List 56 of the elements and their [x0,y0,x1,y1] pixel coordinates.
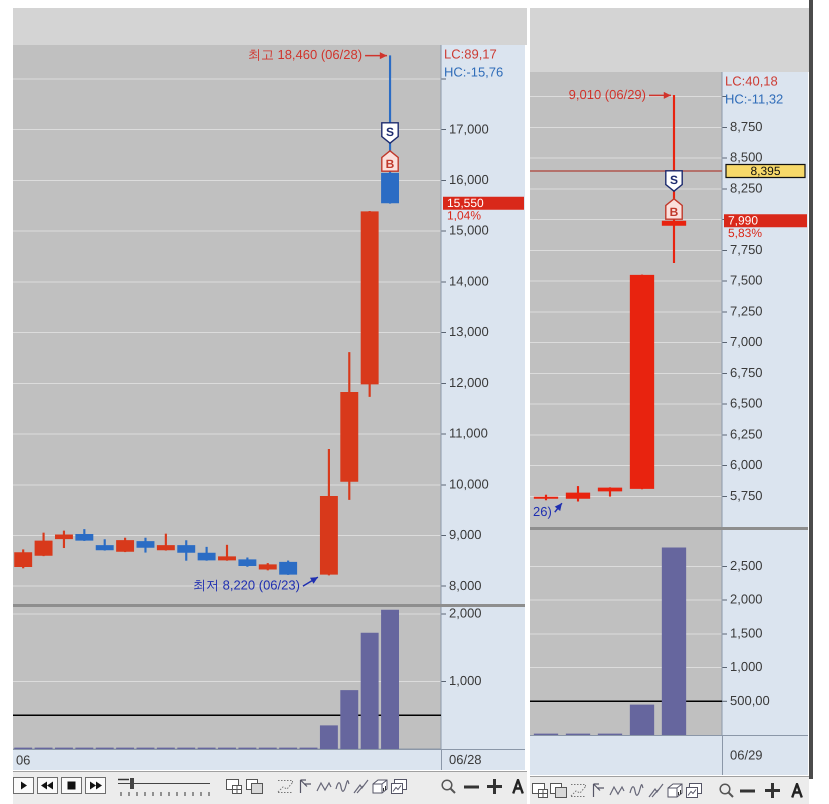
y-tick-label: 7,500 [730,272,763,288]
y-tick-label: 6,750 [730,364,763,380]
text: 06/29 [730,748,763,763]
x-tick-label: 06 [16,752,30,768]
y-tick-label: 8,000 [449,578,482,593]
y-tick-label: 1,000 [730,659,763,674]
y-tick-label: 11,000 [449,426,488,441]
y-tick-label: 7,000 [730,334,763,350]
text: 1,04% [447,208,482,223]
y-tick-label: 7,750 [730,242,763,257]
bar [360,632,379,749]
text: 15,550 [447,196,484,210]
bar [630,704,654,735]
y-tick-label: 2,500 [730,558,763,573]
annotation: 최저 8,220 (06/23) [192,578,300,593]
annotation: 9,010 (06/29) [568,86,646,102]
y-tick-label: 8,500 [730,150,763,165]
y-tick-label: 17,000 [449,121,489,136]
y-tick-label: 8,250 [730,180,763,196]
text: LC:40,18 [725,74,778,89]
bar [320,725,338,749]
ref-line-label: 500,00 [730,692,770,708]
y-tick-label: 10,000 [449,476,489,492]
y-tick-label: 12,000 [449,374,489,390]
text: HC:-11,32 [725,92,784,107]
y-tick-label: 2,000 [730,592,763,607]
y-tick-label: 7,250 [730,303,763,318]
y-tick-label: 13,000 [449,324,489,340]
y-tick-label: 5,750 [730,488,763,503]
y-tick-label: 8,750 [730,118,763,134]
annotation: S [386,124,394,139]
s-badge-icon: S [665,170,683,192]
bar [340,690,358,749]
y-tick-label: 2,000 [449,605,482,620]
y-tick-label: 14,000 [449,273,489,288]
annotation: B [670,204,679,219]
y-tick-label: 9,000 [449,527,482,542]
text: LC:89,17 [444,46,497,62]
y-tick-label: 1,500 [730,625,763,640]
y-tick-label: 16,000 [449,172,489,188]
annotation: 최고 18,460 (06/28) [248,47,362,62]
text: HC:-15,76 [444,64,504,80]
bar [381,610,400,749]
y-tick-label: 6,500 [730,396,763,411]
text: 5,83% [728,226,762,240]
text: 7,990 [728,214,758,228]
y-tick-label: 6,000 [730,457,763,472]
annotation: B [386,156,395,171]
bar [662,548,686,735]
y-tick-label: 1,000 [449,672,482,688]
y-tick-label: 15,000 [449,222,489,238]
annotation: S [670,172,678,187]
annotation: 26) [532,504,552,519]
y-tick-label: 6,250 [730,426,763,442]
text: 06/28 [449,752,482,768]
ref-line-label: 8,395 [750,164,781,178]
